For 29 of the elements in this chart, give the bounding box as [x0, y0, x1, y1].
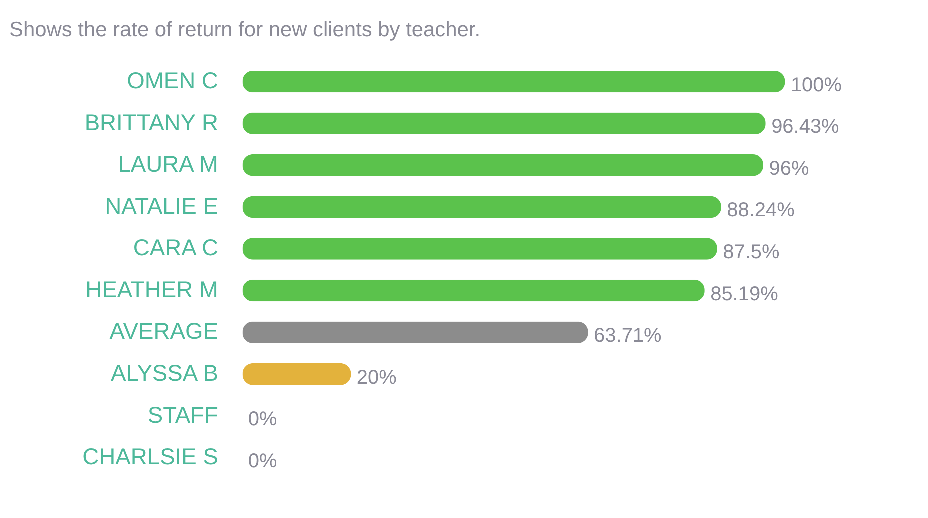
- bar: [242, 196, 722, 218]
- y-tick-label: LAURA M: [118, 151, 218, 178]
- data-label: 87.5%: [723, 242, 780, 264]
- data-label: 63.71%: [594, 325, 662, 348]
- bar: [242, 70, 786, 93]
- data-label: 0%: [248, 450, 278, 472]
- bar: [242, 364, 352, 386]
- bar: [242, 322, 588, 344]
- y-tick-label: STAFF: [148, 402, 218, 428]
- data-label: 96%: [769, 158, 810, 180]
- chart-title: Shows the rate of return for new clients by teacher.: [10, 18, 481, 42]
- y-tick-label: ALYSSA B: [110, 360, 218, 386]
- bar: [242, 238, 718, 260]
- bar: [242, 112, 766, 134]
- y-tick-label: CHARLSIE S: [82, 444, 218, 470]
- y-tick-label: AVERAGE: [110, 318, 218, 344]
- data-label: 88.24%: [727, 200, 796, 222]
- data-label: 20%: [356, 366, 398, 389]
- y-tick-label: OMEN C: [127, 67, 218, 94]
- bar: [242, 280, 705, 302]
- data-label: 85.19%: [710, 283, 779, 306]
- bar: [242, 154, 764, 176]
- y-tick-label: BRITTANY R: [84, 109, 218, 136]
- y-tick-label: NATALIE E: [105, 192, 218, 219]
- data-label: 0%: [248, 408, 278, 431]
- data-label: 100%: [790, 74, 842, 96]
- data-label: 96.43%: [772, 116, 840, 138]
- y-tick-label: HEATHER M: [86, 276, 218, 302]
- y-tick-label: CARA C: [133, 234, 218, 261]
